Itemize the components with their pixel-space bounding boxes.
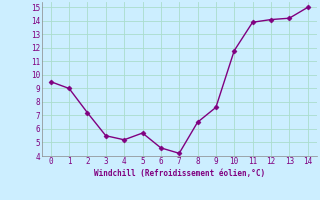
X-axis label: Windchill (Refroidissement éolien,°C): Windchill (Refroidissement éolien,°C) xyxy=(94,169,265,178)
